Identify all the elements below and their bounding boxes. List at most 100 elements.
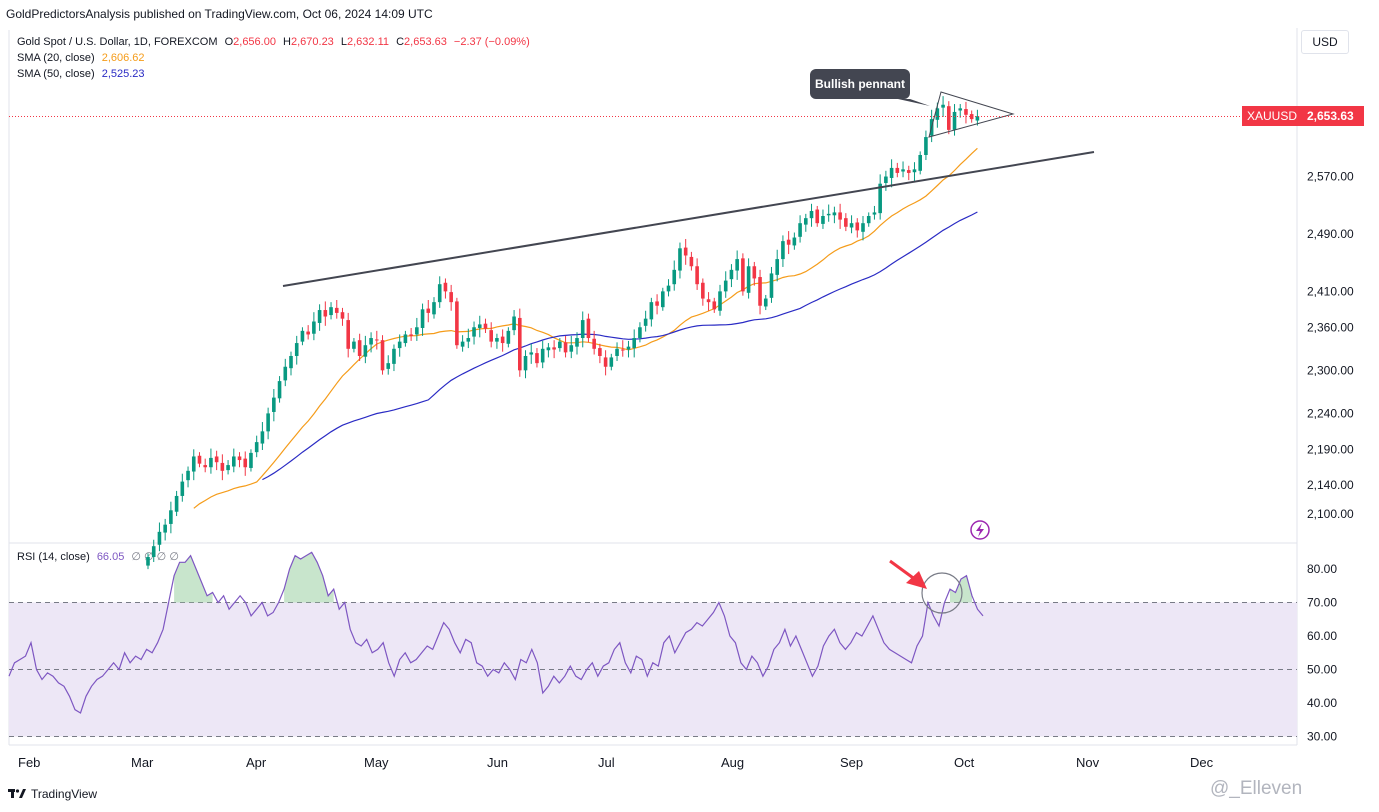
candle — [220, 454, 225, 481]
ohlc-low: L2,632.11 — [340, 36, 390, 48]
sma20-row[interactable]: SMA (20, close) 2,606.62 — [17, 50, 530, 66]
candle — [855, 218, 860, 238]
rsi-tick-label: 40.00 — [1307, 696, 1337, 710]
tradingview-icon — [8, 789, 26, 798]
month-tick-label: Jun — [487, 755, 508, 770]
candle — [260, 422, 265, 451]
month-tick-label: Feb — [18, 755, 40, 770]
candle — [598, 343, 602, 364]
candle — [489, 322, 493, 348]
candle — [838, 203, 842, 229]
candle — [317, 304, 322, 331]
candle — [237, 452, 242, 468]
tradingview-logo[interactable]: TradingView — [8, 787, 97, 801]
candle — [157, 522, 162, 552]
candle — [861, 216, 865, 241]
candle — [323, 301, 328, 326]
candle — [477, 315, 482, 338]
candle — [529, 343, 534, 364]
candle — [403, 330, 408, 347]
candle — [718, 284, 722, 316]
candle — [466, 328, 471, 349]
chart-legend: Gold Spot / U.S. Dollar, 1D, FOREXCOM O2… — [17, 34, 530, 82]
candle — [826, 204, 831, 222]
price-tick-label: 2,410.00 — [1307, 284, 1354, 298]
candle — [649, 297, 654, 327]
candle — [375, 330, 379, 350]
candle — [661, 287, 665, 311]
candle — [420, 303, 425, 336]
candle — [695, 258, 699, 290]
sma20-value: 2,606.62 — [101, 52, 145, 64]
candle — [666, 279, 671, 297]
candle — [518, 308, 522, 377]
candle — [603, 350, 608, 376]
month-tick-label: Mar — [131, 755, 154, 770]
candle — [769, 266, 774, 303]
candle — [815, 205, 820, 227]
candle — [386, 355, 391, 375]
candle — [483, 318, 488, 334]
ohlc-close: C2,653.63 — [396, 36, 447, 48]
candle — [552, 340, 556, 359]
candle — [712, 297, 717, 313]
sma50-row[interactable]: SMA (50, close) 2,525.23 — [17, 66, 530, 82]
price-tick-label: 2,570.00 — [1307, 170, 1354, 184]
candle — [752, 261, 757, 286]
month-tick-label: Sep — [840, 755, 863, 770]
symbol-row[interactable]: Gold Spot / U.S. Dollar, 1D, FOREXCOM O2… — [17, 34, 530, 50]
rsi-highlight-circle — [921, 572, 963, 614]
month-tick-label: Nov — [1076, 755, 1100, 770]
candle — [472, 321, 476, 345]
candle — [592, 330, 596, 355]
candle — [964, 101, 968, 124]
candle — [958, 104, 963, 118]
candle — [346, 312, 350, 358]
candle — [689, 251, 694, 271]
candle — [409, 327, 413, 341]
candle — [746, 258, 751, 299]
candle — [763, 294, 768, 311]
candle — [638, 322, 642, 343]
candle — [655, 294, 659, 315]
candle — [535, 348, 539, 368]
candle — [232, 448, 236, 473]
rsi-legend[interactable]: RSI (14, close) 66.05 ∅ ∅ ∅ ∅ — [17, 550, 179, 563]
candle — [918, 151, 922, 175]
candle — [563, 335, 568, 358]
candle — [786, 231, 791, 255]
candle — [512, 310, 516, 336]
month-tick-label: Aug — [721, 755, 744, 770]
candle — [609, 353, 614, 371]
candle — [363, 335, 368, 364]
candle — [352, 338, 356, 353]
candle — [380, 335, 385, 375]
candle — [334, 299, 339, 319]
candle — [626, 340, 631, 358]
candle — [941, 96, 945, 117]
candle — [895, 162, 900, 178]
lightning-icon — [970, 520, 990, 540]
price-tick-label: 2,100.00 — [1307, 507, 1354, 521]
sma20-line — [193, 147, 978, 509]
candle — [632, 329, 636, 358]
currency-button[interactable]: USD — [1301, 30, 1349, 54]
candle — [832, 206, 837, 224]
month-tick-label: Jul — [598, 755, 615, 770]
candle — [283, 358, 288, 387]
sma50-value: 2,525.23 — [101, 68, 145, 80]
candle — [357, 333, 362, 362]
candle — [672, 260, 677, 291]
candle — [523, 350, 528, 379]
candle — [203, 458, 207, 473]
candle — [500, 329, 505, 352]
candle — [340, 307, 345, 326]
candle — [495, 333, 499, 349]
candle — [701, 278, 705, 306]
annotation-text: Bullish pennant — [815, 77, 905, 91]
ohlc-open: O2,656.00 — [224, 36, 276, 48]
candle — [878, 174, 882, 220]
sma20-label: SMA (20, close) — [17, 52, 95, 64]
publish-info: GoldPredictorsAnalysis published on Trad… — [6, 7, 433, 21]
